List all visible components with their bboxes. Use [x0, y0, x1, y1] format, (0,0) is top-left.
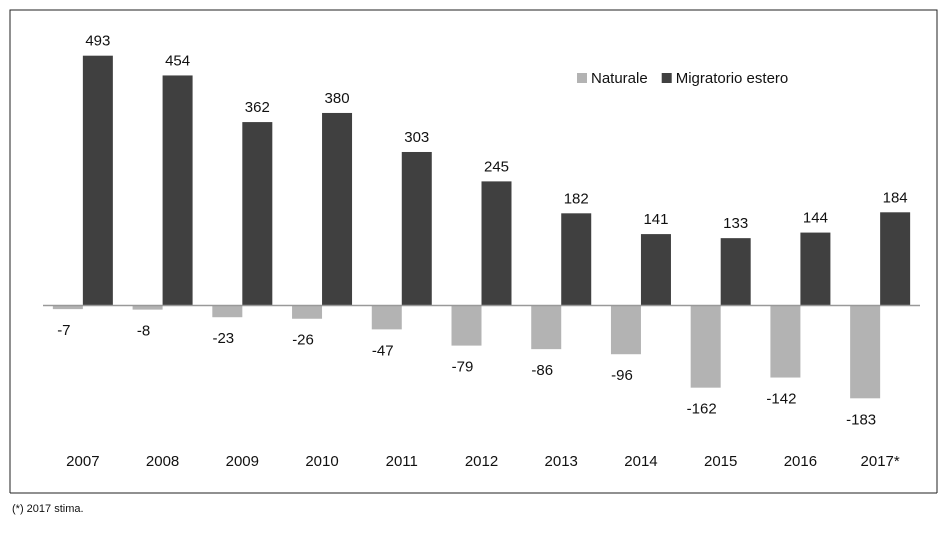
bar — [52, 305, 83, 310]
x-tick-label: 2013 — [545, 453, 578, 470]
data-label: -7 — [57, 322, 70, 339]
bar — [770, 305, 801, 378]
legend-label: Naturale — [591, 70, 648, 87]
x-tick-label: 2012 — [465, 453, 498, 470]
data-label: -79 — [452, 359, 474, 376]
x-tick-label: 2010 — [305, 453, 338, 470]
bar — [162, 75, 193, 306]
x-tick-label: 2008 — [146, 453, 179, 470]
footnote: (*) 2017 stima. — [12, 503, 84, 515]
bar — [561, 213, 592, 306]
bar — [800, 232, 831, 306]
data-label: -86 — [531, 362, 553, 379]
bar — [720, 238, 751, 306]
bar — [242, 122, 273, 306]
bar — [690, 305, 721, 388]
bar — [292, 305, 323, 319]
data-label: 182 — [564, 190, 589, 207]
x-tick-label: 2007 — [66, 453, 99, 470]
data-label: -26 — [292, 332, 314, 349]
x-tick-label: 2017* — [861, 453, 900, 470]
data-label: 144 — [803, 210, 828, 227]
bar — [371, 305, 402, 330]
bar — [401, 151, 432, 306]
x-tick-label: 2016 — [784, 453, 817, 470]
bar — [531, 305, 562, 350]
bar — [82, 55, 113, 306]
bar — [132, 305, 163, 310]
legend-swatch — [577, 73, 587, 83]
data-label: 184 — [883, 189, 908, 206]
x-tick-label: 2009 — [226, 453, 259, 470]
data-label: -23 — [212, 330, 234, 347]
legend-label: Migratorio estero — [676, 70, 789, 87]
x-tick-label: 2014 — [624, 453, 657, 470]
data-label: -142 — [766, 391, 796, 408]
frame — [9, 9, 938, 493]
bar — [322, 112, 353, 306]
data-label: 303 — [404, 129, 429, 146]
data-label: 362 — [245, 99, 270, 116]
data-label: -96 — [611, 367, 633, 384]
data-label: 380 — [325, 90, 350, 107]
bar — [212, 305, 243, 318]
data-label: 245 — [484, 158, 509, 175]
legend-swatch — [661, 73, 672, 83]
x-tick-label: 2011 — [386, 453, 418, 470]
bar — [880, 212, 911, 306]
data-label: -162 — [687, 401, 717, 418]
data-label: 141 — [643, 211, 668, 228]
bar — [850, 305, 881, 399]
bar — [610, 305, 641, 355]
bar — [481, 181, 512, 306]
data-label: 133 — [723, 215, 748, 232]
data-label: 454 — [165, 52, 190, 69]
x-tick-label: 2015 — [704, 453, 737, 470]
data-label: -8 — [137, 323, 150, 340]
data-label: -183 — [846, 411, 876, 428]
data-label: -47 — [372, 342, 394, 359]
bar — [640, 234, 671, 306]
bar — [451, 305, 482, 346]
data-label: 493 — [85, 33, 110, 50]
